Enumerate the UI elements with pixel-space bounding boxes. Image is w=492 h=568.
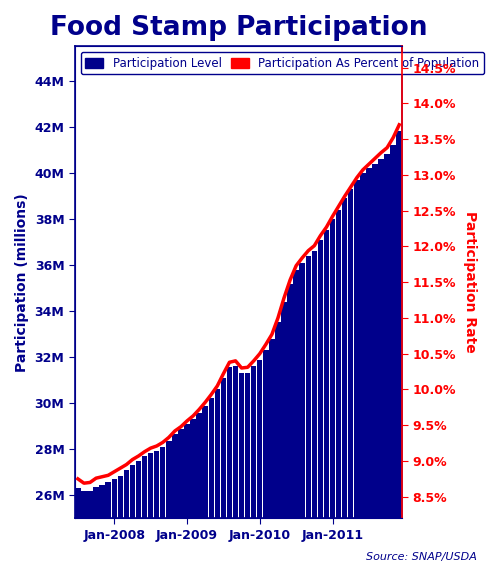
Bar [190, 419, 196, 518]
Bar [123, 470, 129, 518]
Text: Source: SNAP/USDA: Source: SNAP/USDA [367, 552, 477, 562]
Bar [300, 262, 305, 518]
Bar [154, 451, 159, 518]
Bar [166, 441, 172, 518]
Bar [384, 154, 390, 518]
Bar [281, 302, 287, 518]
Bar [378, 159, 384, 518]
Bar [306, 256, 311, 518]
Bar [221, 378, 226, 518]
Bar [318, 240, 323, 518]
Bar [75, 488, 81, 518]
Y-axis label: Participation Rate: Participation Rate [463, 211, 477, 353]
Bar [148, 453, 154, 518]
Bar [178, 429, 184, 518]
Bar [209, 398, 214, 518]
Bar [112, 479, 117, 518]
Bar [269, 339, 275, 518]
Bar [293, 269, 299, 518]
Bar [172, 435, 178, 518]
Bar [366, 168, 371, 518]
Bar [354, 179, 360, 518]
Bar [184, 424, 190, 518]
Legend: Participation Level, Participation As Percent of Population: Participation Level, Participation As Pe… [81, 52, 484, 74]
Bar [87, 491, 92, 518]
Bar [330, 219, 335, 518]
Bar [142, 457, 147, 518]
Bar [342, 198, 347, 518]
Bar [130, 465, 135, 518]
Bar [160, 447, 165, 518]
Bar [239, 373, 245, 518]
Bar [397, 131, 402, 518]
Bar [245, 373, 250, 518]
Bar [233, 366, 238, 518]
Y-axis label: Participation (millions): Participation (millions) [15, 193, 29, 371]
Bar [105, 482, 111, 518]
Bar [263, 350, 269, 518]
Bar [336, 210, 341, 518]
Bar [227, 367, 232, 518]
Bar [360, 173, 366, 518]
Bar [372, 164, 378, 518]
Bar [196, 412, 202, 518]
Bar [287, 284, 293, 518]
Bar [203, 406, 208, 518]
Bar [391, 145, 396, 518]
Bar [348, 189, 353, 518]
Bar [99, 485, 105, 518]
Bar [118, 475, 123, 518]
Bar [324, 231, 329, 518]
Title: Food Stamp Participation: Food Stamp Participation [50, 15, 427, 41]
Bar [275, 323, 281, 518]
Bar [311, 251, 317, 518]
Bar [136, 461, 141, 518]
Bar [93, 487, 99, 518]
Bar [251, 366, 256, 518]
Bar [81, 491, 87, 518]
Bar [215, 389, 220, 518]
Bar [257, 360, 263, 518]
